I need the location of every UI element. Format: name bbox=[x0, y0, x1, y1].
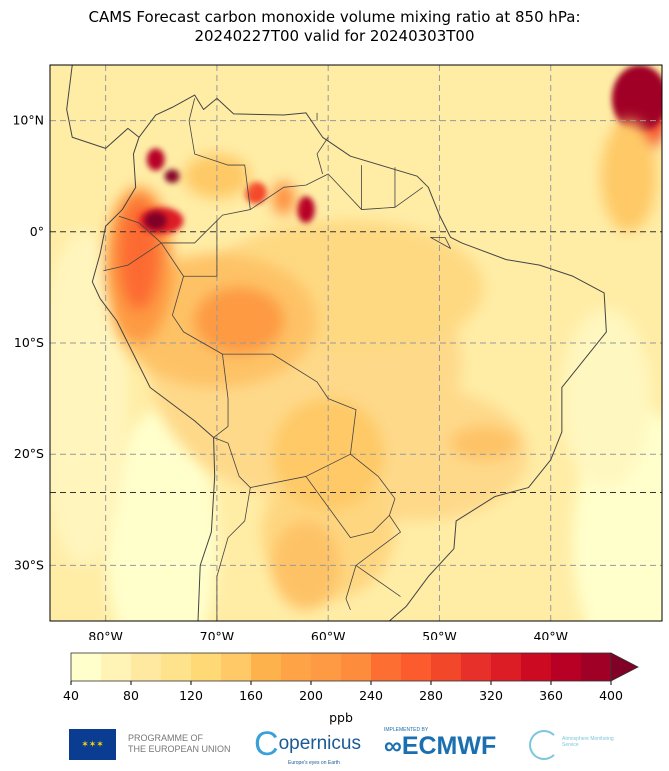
co-contour bbox=[164, 169, 181, 183]
gridlines bbox=[50, 65, 662, 621]
lat-label: 10°N bbox=[12, 113, 44, 128]
co-contour bbox=[450, 426, 518, 460]
colorbar-tick-label: 280 bbox=[419, 688, 443, 703]
colorbar-tick-label: 120 bbox=[179, 688, 203, 703]
cams-text: Atmosphere Monitoring Service bbox=[562, 736, 614, 748]
country-border bbox=[161, 220, 218, 244]
lat-label: 0° bbox=[30, 224, 44, 239]
co-contour bbox=[272, 398, 384, 510]
colorbar-bin bbox=[581, 653, 612, 681]
colorbar-extend-arrow bbox=[610, 652, 639, 682]
co-contour bbox=[105, 409, 217, 621]
colorbar-tick-label: 80 bbox=[123, 688, 139, 703]
eu-text-1: PROGRAMME OF bbox=[128, 733, 204, 743]
map-plot: 10°N 0° 10°S 20°S 30°S 80°W 70°W 60°W 50°W 40°W bbox=[12, 9, 663, 640]
co-contour bbox=[297, 196, 315, 223]
map-frame bbox=[49, 64, 663, 622]
coastline-east bbox=[66, 65, 607, 621]
colorbar-bin bbox=[191, 653, 222, 681]
co-field bbox=[50, 65, 662, 621]
colorbar-bin bbox=[251, 653, 282, 681]
colorbar-tick-label: 400 bbox=[599, 688, 623, 703]
lon-label: 80°W bbox=[88, 629, 123, 640]
colorbar-tick-label: 360 bbox=[539, 688, 563, 703]
title-line-1: CAMS Forecast carbon monoxide volume mix… bbox=[88, 8, 581, 26]
copernicus-logo: Copernicus Europe's eyes on Earth bbox=[254, 725, 361, 766]
colorbar-bin bbox=[101, 653, 132, 681]
colorbar-tick-label: 320 bbox=[479, 688, 503, 703]
coastline-west bbox=[91, 137, 216, 621]
lat-label: 10°S bbox=[14, 335, 44, 350]
lat-label: 20°S bbox=[14, 446, 44, 461]
country-border bbox=[216, 487, 251, 621]
chart-title: CAMS Forecast carbon monoxide volume mix… bbox=[0, 8, 669, 46]
copernicus-text: opernicus bbox=[278, 733, 361, 754]
colorbar-bin bbox=[371, 653, 402, 681]
country-border bbox=[345, 565, 357, 611]
colorbar-bin bbox=[131, 653, 162, 681]
axis-labels: 10°N 0° 10°S 20°S 30°S 80°W 70°W 60°W 50°W 40°W bbox=[12, 113, 568, 640]
copernicus-c: C bbox=[254, 725, 279, 763]
colorbar-bin bbox=[71, 653, 102, 681]
colorbar-frame bbox=[70, 652, 612, 682]
co-contour bbox=[146, 148, 165, 171]
colorbar-unit: ppb bbox=[329, 710, 353, 725]
lon-label: 70°W bbox=[200, 629, 235, 640]
country-border bbox=[355, 515, 401, 597]
colorbar-bin bbox=[401, 653, 432, 681]
ecmwf-text: ECMWF bbox=[401, 732, 497, 760]
co-contour bbox=[272, 181, 295, 216]
colorbar-tick-label: 200 bbox=[299, 688, 323, 703]
colorbar-tick-label: 240 bbox=[359, 688, 383, 703]
ecmwf-logo: IMPLEMENTED BY ∞ECMWF bbox=[384, 727, 496, 760]
co-contour bbox=[611, 65, 662, 132]
lon-label: 50°W bbox=[422, 629, 457, 640]
colorbar-bin bbox=[161, 653, 192, 681]
country-border bbox=[213, 354, 229, 438]
co-contour bbox=[144, 211, 167, 230]
colorbar-bin bbox=[551, 653, 582, 681]
colorbar-tick-label: 160 bbox=[239, 688, 263, 703]
colorbar-bin bbox=[491, 653, 522, 681]
country-border bbox=[213, 437, 251, 488]
ecmwf-icon: ∞ bbox=[384, 732, 402, 760]
colorbar-bin bbox=[221, 653, 252, 681]
country-border bbox=[188, 98, 251, 210]
marajo-island bbox=[430, 236, 451, 249]
colorbar-bin bbox=[521, 653, 552, 681]
colorbar-bin bbox=[431, 653, 462, 681]
colorbar-bin bbox=[341, 653, 372, 681]
eu-text-2: THE EUROPEAN UNION bbox=[128, 744, 231, 754]
co-contour bbox=[50, 231, 128, 566]
colorbar-bin bbox=[281, 653, 312, 681]
lon-label: 40°W bbox=[533, 629, 568, 640]
colorbar-tick-label: 40 bbox=[63, 688, 79, 703]
cams-logo: Atmosphere Monitoring Service bbox=[529, 730, 614, 765]
colorbar: 40 80 120 160 200 240 280 320 360 400 ppb bbox=[63, 652, 639, 725]
lat-label: 30°S bbox=[14, 557, 44, 572]
cams-globe-icon bbox=[529, 730, 559, 760]
caribbean-coast bbox=[184, 9, 240, 28]
co-contour bbox=[194, 287, 284, 355]
co-contour bbox=[561, 309, 651, 488]
ecmwf-implemented: IMPLEMENTED BY bbox=[384, 727, 429, 733]
country-border bbox=[316, 137, 329, 175]
coastline bbox=[66, 9, 607, 621]
lon-label: 60°W bbox=[311, 629, 346, 640]
colorbar-bin bbox=[461, 653, 492, 681]
colorbar-bin bbox=[311, 653, 342, 681]
copernicus-tagline: Europe's eyes on Earth bbox=[288, 760, 340, 766]
title-line-2: 20240227T00 valid for 20240303T00 bbox=[194, 27, 475, 45]
eu-flag-icon: ✶✶✶ bbox=[69, 729, 116, 760]
country-border bbox=[160, 242, 184, 277]
co-contour bbox=[600, 120, 657, 232]
co-contour bbox=[244, 181, 267, 205]
